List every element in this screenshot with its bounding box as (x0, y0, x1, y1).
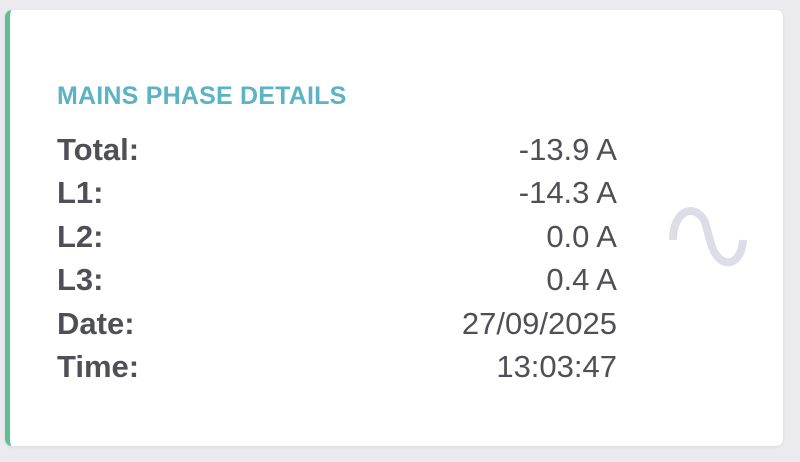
row-l1: L1: -14.3 A (57, 172, 617, 216)
phase-details-list: Total: -13.9 A L1: -14.3 A L2: 0.0 A L3: 0.4… (57, 128, 617, 389)
row-label: Total: (57, 131, 140, 167)
row-l3: L3: 0.4 A (57, 259, 617, 303)
row-label: Date: (57, 305, 135, 341)
row-value: 0.4 A (546, 262, 617, 298)
row-value: -13.9 A (518, 131, 617, 167)
row-value: 0.0 A (546, 218, 617, 254)
row-value: -14.3 A (518, 175, 617, 211)
row-l2: L2: 0.0 A (57, 215, 617, 259)
row-time: Time: 13:03:47 (57, 346, 617, 390)
row-label: Time: (57, 349, 140, 385)
sine-wave-icon (669, 207, 747, 267)
row-label: L1: (57, 175, 104, 211)
row-date: Date: 27/09/2025 (57, 302, 617, 346)
card-title: MAINS PHASE DETAILS (57, 82, 347, 110)
row-value: 27/09/2025 (461, 305, 617, 341)
mains-phase-card: MAINS PHASE DETAILS Total: -13.9 A L1: -14… (5, 10, 783, 446)
row-label: L3: (57, 262, 104, 298)
row-label: L2: (57, 218, 104, 254)
row-value: 13:03:47 (496, 349, 617, 385)
row-total: Total: -13.9 A (57, 128, 617, 172)
